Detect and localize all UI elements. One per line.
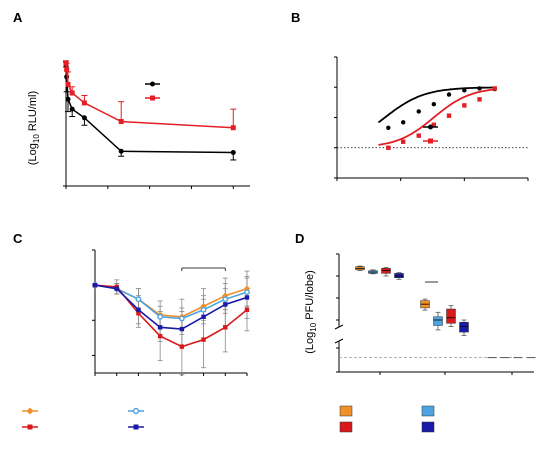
y-label-part: PFU/lobe) — [304, 270, 316, 323]
panel-letter-d: D — [295, 231, 304, 246]
data-point — [477, 97, 482, 102]
panel-letter-a: A — [13, 10, 23, 25]
panel-b: B — [291, 10, 529, 181]
data-point — [400, 120, 406, 125]
data-point — [244, 307, 250, 312]
legend-marker — [428, 138, 433, 144]
data-point — [477, 86, 482, 91]
data-point — [462, 103, 467, 108]
legend-marker — [132, 407, 140, 415]
data-point — [201, 337, 206, 342]
data-point — [386, 145, 391, 150]
box — [394, 273, 404, 279]
series-line-1 — [65, 63, 234, 129]
panel-c: C — [13, 231, 251, 430]
legend-marker — [150, 81, 155, 87]
data-point — [222, 296, 229, 303]
legend-swatch — [421, 405, 435, 417]
legend-marker — [428, 124, 433, 130]
legend-marker — [27, 424, 33, 430]
data-point — [81, 115, 87, 121]
data-point — [118, 119, 124, 125]
data-point — [431, 101, 437, 107]
box — [446, 308, 456, 324]
series-line-0 — [65, 64, 234, 154]
data-point — [244, 289, 250, 296]
panel-d: D (Log10 PFU/lobe) — [295, 231, 536, 433]
fit-curve-0 — [377, 86, 496, 124]
data-point — [223, 302, 228, 307]
axis-break-mark — [334, 324, 344, 330]
data-point — [114, 286, 119, 291]
data-point — [400, 139, 406, 144]
data-point — [157, 325, 163, 330]
data-point — [243, 285, 251, 292]
y-axis-label-line2: (Log10 PFU/lobe) — [304, 270, 318, 354]
data-point — [201, 314, 206, 319]
panel-letter-c: C — [13, 231, 23, 246]
data-point — [136, 307, 141, 312]
data-point — [65, 96, 71, 102]
data-point — [64, 66, 70, 72]
axis-break-mark — [334, 338, 344, 344]
legend-swatch — [339, 405, 353, 417]
panel-a: A (Log10 RLU/ml) — [13, 10, 250, 189]
y-axis-label-line2: (Log10 RLU/ml) — [27, 91, 41, 165]
data-point — [462, 88, 467, 93]
data-point — [118, 148, 124, 154]
legend-marker — [26, 407, 34, 415]
data-point — [92, 282, 98, 288]
data-point — [386, 125, 391, 130]
data-point — [244, 295, 250, 300]
fit-curve-1 — [378, 88, 496, 146]
data-point — [416, 109, 421, 114]
legend-swatch — [421, 421, 435, 433]
data-point — [223, 325, 228, 330]
data-point — [492, 86, 497, 91]
data-point — [431, 122, 437, 127]
panel-letter-b: B — [291, 10, 300, 25]
data-point — [416, 133, 421, 138]
data-point — [179, 326, 185, 332]
data-point — [135, 296, 142, 303]
data-point — [65, 81, 71, 87]
data-point — [69, 90, 75, 96]
data-point — [446, 113, 452, 118]
data-point — [179, 344, 185, 349]
legend-marker — [150, 95, 155, 101]
data-point — [200, 306, 207, 313]
data-point — [157, 313, 164, 320]
y-label-subscript: 10 — [32, 134, 41, 143]
data-point — [230, 125, 236, 131]
legend-swatch — [339, 421, 353, 433]
y-label-part: (Log — [27, 143, 39, 165]
data-point — [230, 150, 236, 156]
y-label-part: (Log — [304, 332, 316, 354]
data-point — [81, 100, 87, 106]
box — [433, 316, 443, 326]
data-point — [69, 106, 75, 112]
series-line-3 — [94, 284, 248, 330]
data-point — [157, 333, 163, 339]
data-point — [136, 311, 141, 316]
y-label-part: RLU/ml) — [27, 91, 39, 134]
legend-marker — [133, 424, 139, 430]
data-point — [446, 92, 452, 97]
y-label-subscript: 10 — [309, 322, 318, 331]
data-point — [178, 315, 185, 322]
box — [459, 321, 469, 333]
